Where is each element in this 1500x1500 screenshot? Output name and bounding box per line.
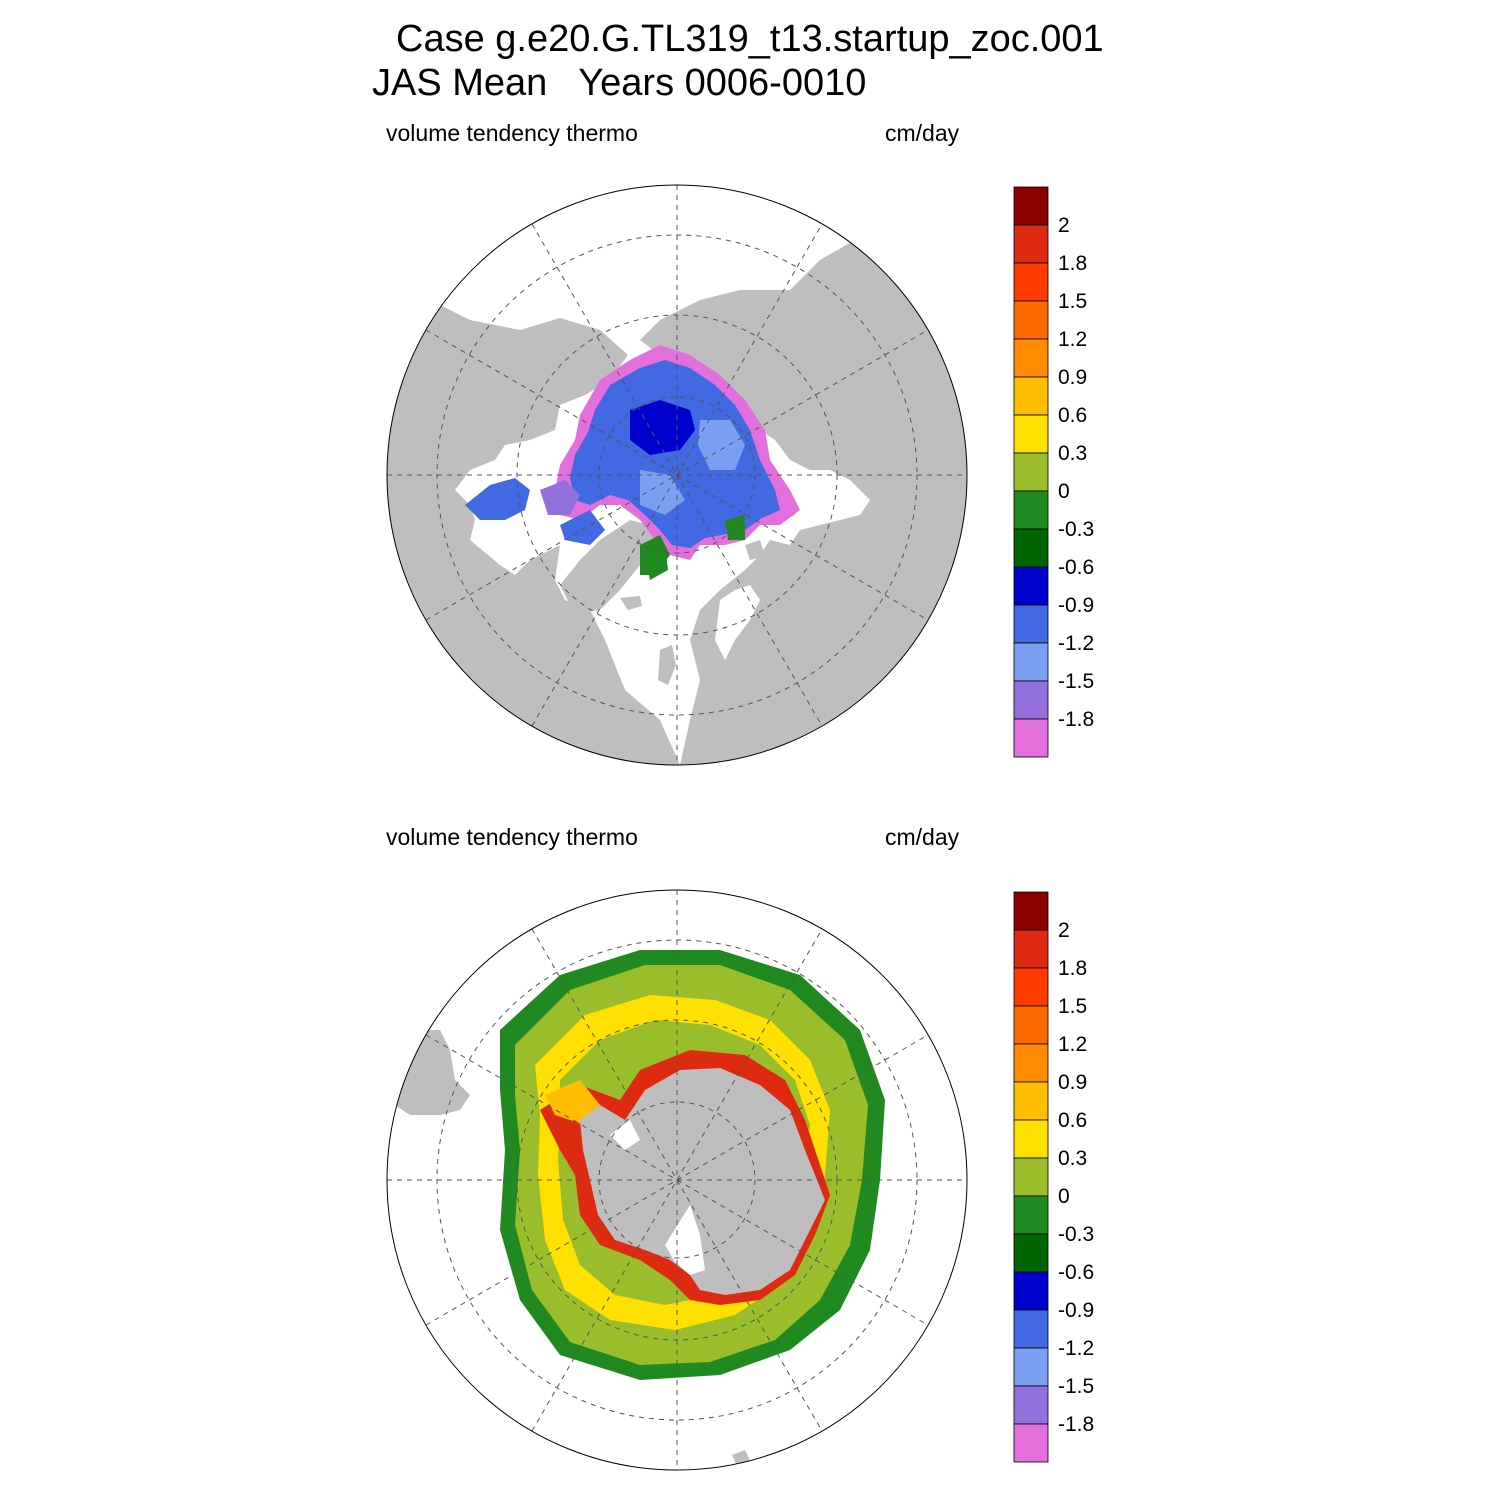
north-colorbar-tick-label: 1.8 [1058, 252, 1087, 275]
south-colorbar-tick-label: 2 [1058, 919, 1070, 942]
south-colorbar-tick-label: -0.3 [1058, 1223, 1094, 1246]
south-colorbar-tick-label: -1.5 [1058, 1375, 1094, 1398]
south-colorbar-swatch [1013, 891, 1049, 931]
north-colorbar-tick-label: -1.5 [1058, 670, 1094, 693]
north-colorbar-tick-label: 1.2 [1058, 328, 1087, 351]
south-colorbar-swatch [1013, 1385, 1049, 1425]
south-graticule [387, 890, 967, 1470]
south-colorbar-swatch [1013, 1195, 1049, 1235]
north-colorbar-tick-label: 0 [1058, 480, 1070, 503]
south-colorbar-swatch [1013, 1347, 1049, 1387]
south-colorbar: 2 1.8 1.5 1.2 0.9 0.6 0.3 0 -0.3 -0.6 -0.9 -1.2 -1.5… [1013, 891, 1094, 1463]
south-colorbar-swatch [1013, 1309, 1049, 1349]
south-colorbar-tick-label: -0.6 [1058, 1261, 1094, 1284]
north-panel-variable-label: volume tendency thermo [386, 120, 638, 146]
weddell-ice-shelf [610, 1120, 640, 1150]
north-colorbar-tick-label: 1.5 [1058, 290, 1087, 313]
south-colorbar-swatch [1013, 1081, 1049, 1121]
north-graticule [387, 185, 967, 765]
south-colorbar-tick-label: 1.2 [1058, 1033, 1087, 1056]
north-colorbar: 2 1.8 1.5 1.2 0.9 0.6 0.3 0 -0.3 -0.6 -0.9 -1.2 -1.5… [1013, 186, 1094, 758]
south-colorbar-swatch [1013, 1423, 1049, 1463]
north-colorbar-tick-label: -1.8 [1058, 708, 1094, 731]
south-colorbar-swatch [1013, 1043, 1049, 1083]
south-colorbar-tick-label: -1.2 [1058, 1337, 1094, 1360]
north-sea-ice-field [465, 345, 800, 580]
north-colorbar-swatch [1013, 338, 1049, 378]
north-colorbar-tick-label: 0.9 [1058, 366, 1087, 389]
north-colorbar-tick-label: 0.6 [1058, 404, 1087, 427]
north-colorbar-swatch [1013, 718, 1049, 758]
north-colorbar-swatch [1013, 262, 1049, 302]
north-colorbar-tick-label: 0.3 [1058, 442, 1087, 465]
north-colorbar-swatch [1013, 490, 1049, 530]
south-colorbar-swatch [1013, 1157, 1049, 1197]
north-colorbar-swatch [1013, 376, 1049, 416]
north-colorbar-tick-label: 2 [1058, 214, 1070, 237]
north-map-border [386, 184, 968, 766]
south-colorbar-tick-label: -1.8 [1058, 1413, 1094, 1436]
south-colorbar-tick-label: 0.3 [1058, 1147, 1087, 1170]
north-colorbar-swatch [1013, 566, 1049, 606]
north-colorbar-swatch [1013, 528, 1049, 568]
title-line-2: JAS Mean Years 0006-0010 [372, 62, 867, 104]
south-colorbar-tick-label: -0.9 [1058, 1299, 1094, 1322]
south-colorbar-tick-label: 0.6 [1058, 1109, 1087, 1132]
north-colorbar-tick-label: -0.6 [1058, 556, 1094, 579]
north-colorbar-tick-label: -1.2 [1058, 632, 1094, 655]
north-colorbar-swatch [1013, 642, 1049, 682]
north-colorbar-swatch [1013, 224, 1049, 264]
north-map-land [387, 240, 967, 765]
north-colorbar-tick-label: -0.9 [1058, 594, 1094, 617]
south-colorbar-tick-label: 0.9 [1058, 1071, 1087, 1094]
south-colorbar-swatch [1013, 1233, 1049, 1273]
south-colorbar-swatch [1013, 929, 1049, 969]
north-colorbar-swatch [1013, 680, 1049, 720]
south-colorbar-swatch [1013, 1271, 1049, 1311]
north-polar-map [386, 184, 968, 766]
south-colorbar-tick-label: 1.8 [1058, 957, 1087, 980]
south-colorbar-swatch [1013, 1005, 1049, 1045]
antarctica-land [580, 1068, 825, 1295]
south-panel-variable-label: volume tendency thermo [386, 824, 638, 850]
south-map-border [386, 889, 968, 1471]
north-colorbar-swatch [1013, 604, 1049, 644]
south-colorbar-swatch [1013, 1119, 1049, 1159]
north-panel-units-label: cm/day [885, 120, 960, 146]
north-colorbar-swatch [1013, 186, 1049, 226]
south-colorbar-swatch [1013, 967, 1049, 1007]
north-colorbar-tick-label: -0.3 [1058, 518, 1094, 541]
south-polar-map [386, 889, 968, 1471]
south-panel-units-label: cm/day [885, 824, 960, 850]
south-colorbar-tick-label: 1.5 [1058, 995, 1087, 1018]
north-colorbar-swatch [1013, 300, 1049, 340]
south-colorbar-tick-label: 0 [1058, 1185, 1070, 1208]
north-colorbar-swatch [1013, 452, 1049, 492]
title-line-1: Case g.e20.G.TL319_t13.startup_zoc.001 [396, 18, 1104, 60]
north-colorbar-swatch [1013, 414, 1049, 454]
